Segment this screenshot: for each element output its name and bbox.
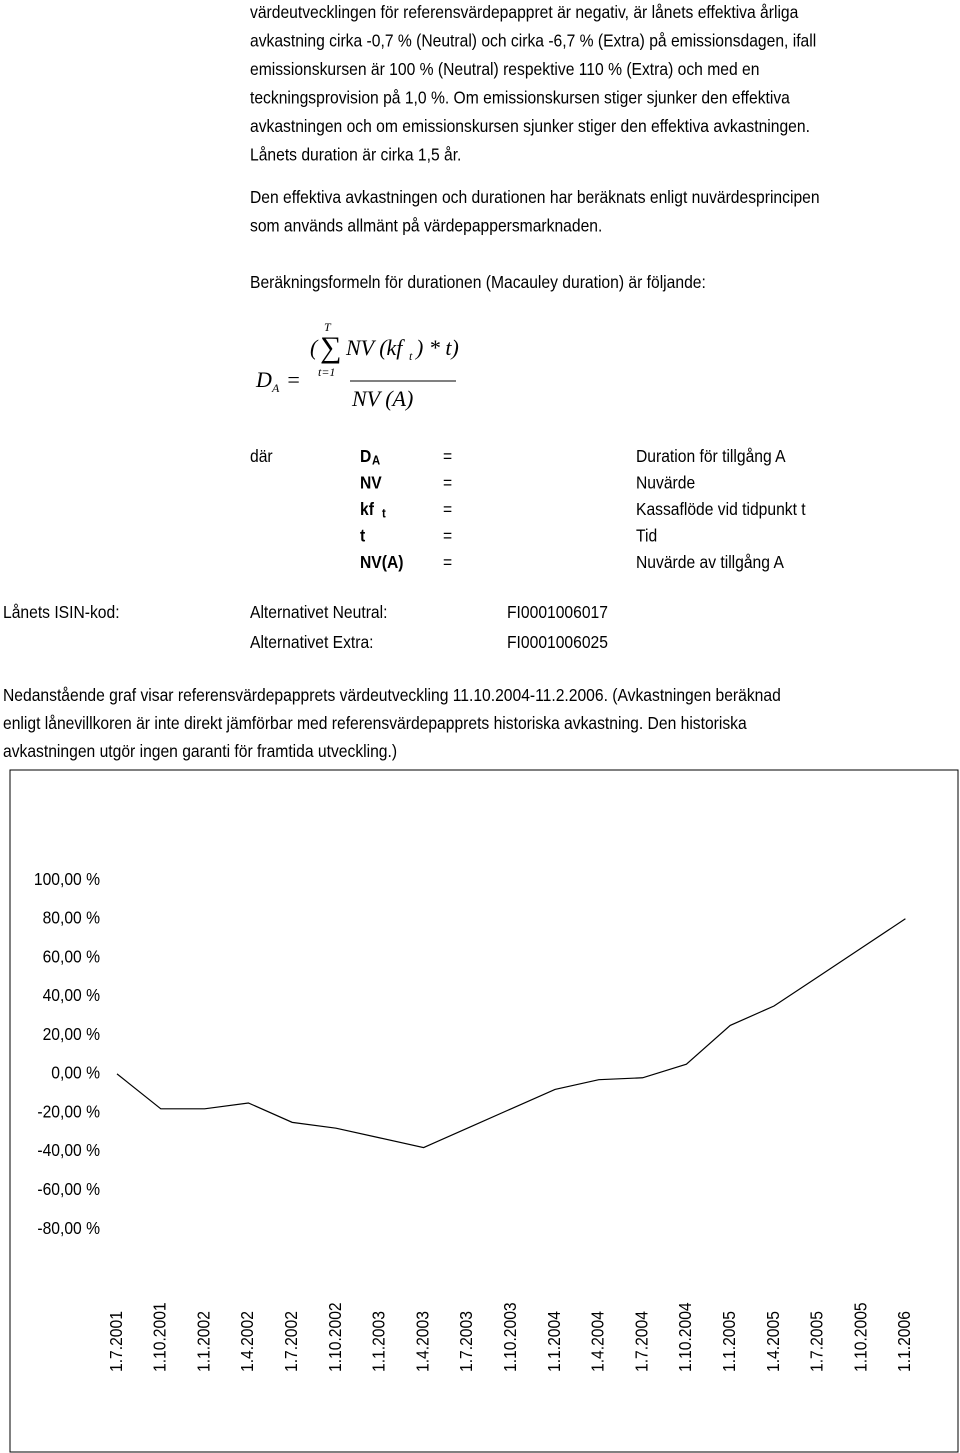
formula-open: ( xyxy=(310,335,319,360)
def-eq: = xyxy=(443,472,452,492)
x-tick-label: 1.10.2004 xyxy=(675,1302,695,1372)
isin-code: FI0001006025 xyxy=(507,632,608,652)
isin-code: FI0001006017 xyxy=(507,602,608,622)
def-eq: = xyxy=(443,446,452,466)
y-tick-label: 100,00 % xyxy=(34,869,100,889)
x-tick-label: 1.7.2003 xyxy=(456,1311,476,1372)
x-tick-label: 1.1.2003 xyxy=(369,1311,389,1372)
x-tick-label: 1.7.2002 xyxy=(281,1311,301,1372)
x-tick-label: 1.7.2005 xyxy=(807,1311,827,1372)
chart-frame xyxy=(9,769,959,1453)
def-meaning: Duration för tillgång A xyxy=(636,446,786,466)
def-sub: t xyxy=(382,506,386,521)
y-tick-label: 40,00 % xyxy=(43,985,100,1005)
formula-num: NV (kf xyxy=(345,335,405,360)
x-tick-label: 1.4.2005 xyxy=(763,1311,783,1372)
isin-alt: Alternativet Neutral: xyxy=(250,602,387,622)
isin-alt: Alternativet Extra: xyxy=(250,632,374,652)
formula-lhs: D xyxy=(255,367,272,392)
formula-sum: ∑ xyxy=(320,331,341,364)
y-tick-label: -20,00 % xyxy=(37,1101,100,1121)
isin-label: Lånets ISIN-kod: xyxy=(3,602,120,622)
x-tick-label: 1.4.2002 xyxy=(237,1311,257,1372)
y-tick-label: -40,00 % xyxy=(37,1140,100,1160)
x-tick-label: 1.4.2004 xyxy=(588,1311,608,1372)
x-tick-label: 1.1.2004 xyxy=(544,1311,564,1372)
series-line xyxy=(116,918,906,1149)
y-tick-label: 80,00 % xyxy=(43,908,100,928)
y-tick-label: -80,00 % xyxy=(37,1218,100,1238)
formula-sum-top: T xyxy=(324,320,332,334)
formula-sum-bottom: t=1 xyxy=(318,365,335,379)
x-tick-label: 1.1.2002 xyxy=(193,1311,213,1372)
def-symbol: D xyxy=(360,446,371,466)
def-meaning: Nuvärde av tillgång A xyxy=(636,552,785,572)
x-tick-label: 1.10.2002 xyxy=(325,1302,345,1372)
formula-num-sub: t xyxy=(409,349,413,363)
paragraph-line: Lånets duration är cirka 1,5 år. xyxy=(250,144,461,164)
paragraph-line: som används allmänt på värdepappersmarkn… xyxy=(250,215,602,235)
paragraph-line: avkastningen utgör ingen garanti för fra… xyxy=(3,741,397,761)
formula-num-end: ) * t) xyxy=(414,335,459,360)
def-meaning: Nuvärde xyxy=(636,472,695,492)
def-meaning: Tid xyxy=(636,525,657,545)
def-meaning: Kassaflöde vid tidpunkt t xyxy=(636,499,806,519)
y-tick-label: 0,00 % xyxy=(51,1063,100,1083)
x-tick-label: 1.10.2001 xyxy=(150,1302,170,1372)
paragraph-line: enligt lånevillkoren är inte direkt jämf… xyxy=(3,713,747,733)
paragraph-line: avkastning cirka -0,7 % (Neutral) och ci… xyxy=(250,30,816,50)
formula-sub: A xyxy=(271,381,280,395)
formula-equals: = xyxy=(286,367,301,392)
paragraph-line: teckningsprovision på 1,0 %. Om emission… xyxy=(250,87,790,107)
def-symbol: NV(A) xyxy=(360,552,403,572)
x-tick-label: 1.1.2006 xyxy=(894,1311,914,1372)
paragraph-line: avkastningen och om emissionskursen sjun… xyxy=(250,116,810,136)
def-eq: = xyxy=(443,499,452,519)
def-symbol: kf xyxy=(360,499,374,519)
x-tick-label: 1.10.2003 xyxy=(500,1302,520,1372)
y-tick-label: 20,00 % xyxy=(43,1024,100,1044)
paragraph-line: emissionskursen är 100 % (Neutral) respe… xyxy=(250,59,759,79)
y-tick-label: -60,00 % xyxy=(37,1179,100,1199)
x-tick-label: 1.1.2005 xyxy=(719,1311,739,1372)
def-sub: A xyxy=(372,453,380,468)
paragraph-line: Beräkningsformeln för durationen (Macaul… xyxy=(250,272,706,292)
def-eq: = xyxy=(443,552,452,572)
x-tick-label: 1.7.2001 xyxy=(106,1311,126,1372)
def-eq: = xyxy=(443,525,452,545)
paragraph-line: Nedanstående graf visar referensvärdepap… xyxy=(3,685,781,705)
paragraph-line: värdeutvecklingen för referensvärdepappr… xyxy=(250,2,799,22)
formula-den: NV (A) xyxy=(351,386,413,411)
paragraph-line: Den effektiva avkastningen och duratione… xyxy=(250,187,820,207)
def-symbol: t xyxy=(360,525,366,545)
x-tick-label: 1.10.2005 xyxy=(850,1302,870,1372)
x-tick-label: 1.7.2004 xyxy=(631,1311,651,1372)
definitions-label: där xyxy=(250,446,273,466)
def-symbol: NV xyxy=(360,472,382,492)
x-tick-label: 1.4.2003 xyxy=(412,1311,432,1372)
y-tick-label: 60,00 % xyxy=(43,946,100,966)
